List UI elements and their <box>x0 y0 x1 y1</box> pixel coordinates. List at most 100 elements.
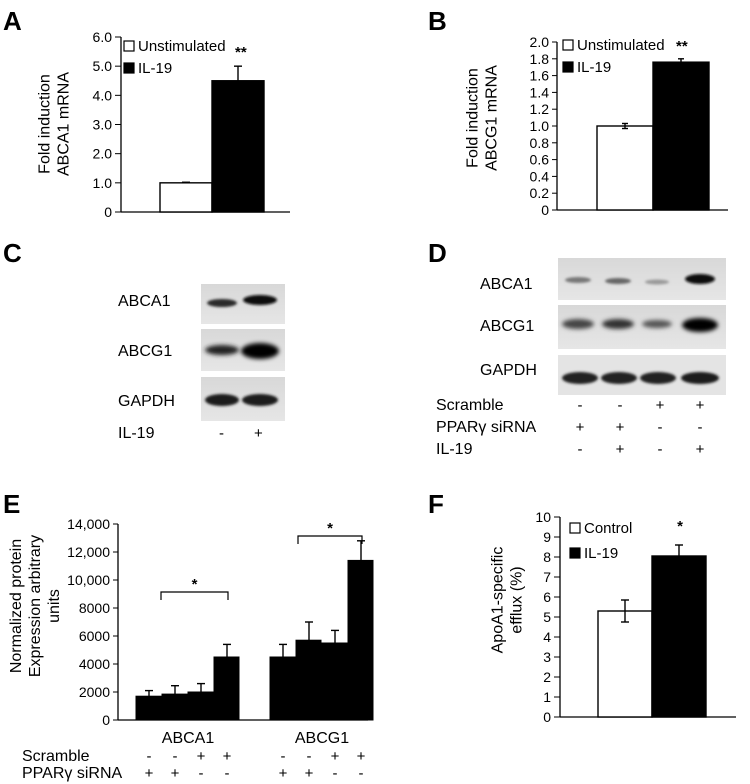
blot-c-band <box>243 295 277 305</box>
bar <box>187 691 214 721</box>
x-category-label: ABCA1 <box>162 730 215 747</box>
y-tick-label: 3.0 <box>93 117 113 133</box>
blot-c-band <box>242 394 278 406</box>
blot-c-condition-label: IL-19 <box>118 425 155 442</box>
y-tick-label: 5.0 <box>93 58 113 74</box>
blot-d-sign-grid: - - + + + + - - - + - + <box>576 397 705 458</box>
panel-letter-d: D <box>428 238 447 268</box>
bar <box>211 80 265 213</box>
y-tick-label: 0 <box>543 709 551 725</box>
bar <box>596 125 654 211</box>
significance-marker: ** <box>676 38 688 55</box>
blot-d-condition-label: Scramble <box>436 397 504 414</box>
y-axis-label: Fold induction <box>37 74 54 174</box>
condition-label: PPARγ siRNA <box>22 765 122 782</box>
y-tick-label: 6.0 <box>93 29 113 45</box>
blot-d-sign: - <box>698 419 703 436</box>
condition-sign: + <box>171 765 180 782</box>
bar <box>213 656 240 721</box>
y-axis-label: ABCA1 mRNA <box>56 72 73 176</box>
legend-label: IL-19 <box>138 60 172 77</box>
y-tick-label: 1.4 <box>530 84 550 100</box>
blot-c-sign: - <box>219 425 224 442</box>
condition-sign: - <box>359 765 364 782</box>
blot-d-sign: - <box>618 397 623 414</box>
blot-c-band <box>241 343 279 359</box>
bar <box>651 555 707 718</box>
blot-d-sign: - <box>658 419 663 436</box>
legend-swatch <box>569 547 581 559</box>
y-tick-label: 6000 <box>79 628 110 644</box>
blot-d-band <box>562 372 598 384</box>
blot-d-condition-label: IL-19 <box>436 441 473 458</box>
y-tick-label: 4 <box>543 629 551 645</box>
bar <box>269 656 296 721</box>
blot-d-sign: + <box>576 419 585 436</box>
y-tick-label: 0.4 <box>530 168 550 184</box>
significance-bracket <box>160 591 229 600</box>
legend-label: IL-19 <box>584 545 618 562</box>
legend-swatch <box>569 522 581 534</box>
condition-sign: - <box>281 748 286 765</box>
blot-c: ABCA1 ABCG1 GAPDH IL-19 - + <box>118 284 285 442</box>
significance-marker: * <box>192 576 198 593</box>
blot-d-band <box>640 372 676 384</box>
blot-d-band <box>642 320 672 328</box>
y-tick-label: 1.8 <box>530 51 550 67</box>
y-tick-label: 0.8 <box>530 135 550 151</box>
y-tick-label: 5 <box>543 609 551 625</box>
panel-letter-e: E <box>3 489 20 519</box>
bar <box>597 610 653 718</box>
blot-d-row-label: ABCG1 <box>480 318 534 335</box>
condition-sign: - <box>225 765 230 782</box>
condition-sign: + <box>145 765 154 782</box>
bar <box>295 639 322 721</box>
legend-label: Unstimulated <box>577 37 665 54</box>
bar <box>161 693 188 721</box>
y-axis-label: efflux (%) <box>509 566 526 633</box>
significance-bracket <box>297 535 363 544</box>
y-tick-label: 12,000 <box>67 544 110 560</box>
y-tick-label: 0 <box>104 204 112 220</box>
condition-sign: + <box>357 748 366 765</box>
significance-marker: * <box>327 520 333 537</box>
significance-marker: * <box>677 518 683 535</box>
blot-c-row-label: ABCG1 <box>118 343 172 360</box>
y-tick-label: 1 <box>543 689 551 705</box>
bar <box>347 559 374 721</box>
blot-d-condition-label: PPARγ siRNA <box>436 419 536 436</box>
chart-b-abcg1-mrna: 00.20.40.60.81.01.21.41.61.82.0 Fold indu… <box>465 34 728 218</box>
y-tick-label: 4.0 <box>93 87 113 103</box>
y-tick-label: 0 <box>102 712 110 728</box>
x-category-label: ABCG1 <box>295 730 349 747</box>
y-tick-label: 8 <box>543 549 551 565</box>
blot-d-band <box>601 372 637 384</box>
y-tick-label: 10,000 <box>67 572 110 588</box>
blot-c-row-label: GAPDH <box>118 393 175 410</box>
legend-swatch <box>123 62 135 74</box>
y-tick-label: 0.6 <box>530 152 550 168</box>
blot-c-band <box>207 299 237 307</box>
chart-a-abca1-mrna: 0 1.0 2.0 3.0 4.0 5.0 6.0 Fold induction ABCA1 m… <box>37 29 290 220</box>
condition-sign: + <box>331 748 340 765</box>
y-tick-label: 2 <box>543 669 551 685</box>
legend-label: Control <box>584 520 632 537</box>
y-tick-label: 2.0 <box>530 34 550 50</box>
y-tick-label: 2000 <box>79 684 110 700</box>
y-axis-label: Expression arbitrary <box>27 535 44 677</box>
y-tick-label: 9 <box>543 529 551 545</box>
blot-d-sign: - <box>658 441 663 458</box>
blot-c-band <box>205 394 239 406</box>
y-tick-label: 7 <box>543 569 551 585</box>
y-tick-label: 1.0 <box>93 175 113 191</box>
condition-sign: + <box>279 765 288 782</box>
y-axis-label: ApoA1-specific <box>490 547 507 654</box>
blot-d-sign: + <box>656 397 665 414</box>
condition-sign: - <box>147 748 152 765</box>
panel-letter-a: A <box>3 6 22 36</box>
blot-d: ABCA1 ABCG1 GAPDH Scramble PPARγ siRNA I… <box>436 258 726 458</box>
blot-d-sign: - <box>578 397 583 414</box>
condition-sign: - <box>333 765 338 782</box>
y-tick-label: 1.6 <box>530 68 550 84</box>
